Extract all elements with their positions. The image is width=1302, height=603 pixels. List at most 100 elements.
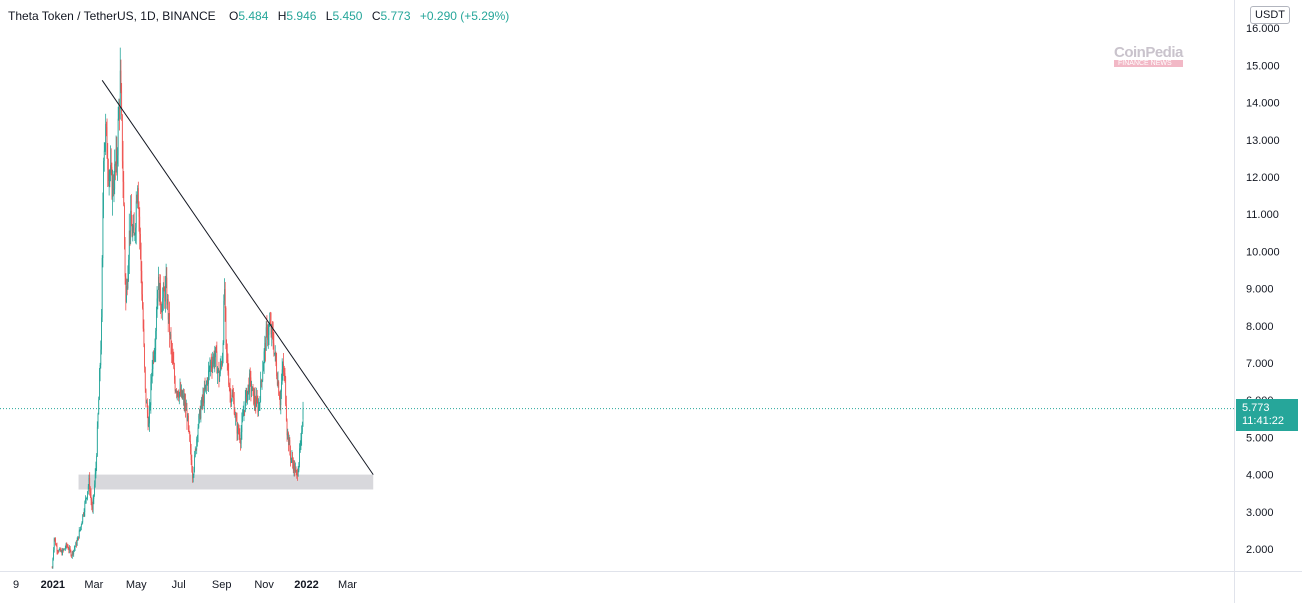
candle <box>108 169 110 196</box>
y-tick-label: 11.000 <box>1246 209 1279 221</box>
candle <box>99 368 100 401</box>
y-tick-label: 7.000 <box>1246 358 1274 370</box>
candle <box>135 223 136 244</box>
symbol-title[interactable]: Theta Token / TetherUS, 1D, BINANCE <box>8 9 216 23</box>
candle <box>91 497 93 511</box>
candle <box>61 547 63 556</box>
candle <box>115 135 117 173</box>
candle <box>226 343 228 371</box>
candle <box>116 136 118 176</box>
candle <box>105 121 107 137</box>
candle <box>157 289 159 310</box>
candle <box>220 355 222 371</box>
candle <box>64 545 66 551</box>
candle <box>74 546 76 551</box>
candle <box>205 384 207 393</box>
candle <box>301 421 303 434</box>
candle <box>197 423 199 443</box>
candle <box>163 276 165 292</box>
candle <box>265 321 267 351</box>
candle <box>164 286 166 309</box>
candle <box>214 345 216 373</box>
candle <box>155 306 157 340</box>
candle <box>283 365 285 382</box>
candle <box>233 387 234 405</box>
candle <box>131 214 133 238</box>
candle <box>147 405 149 431</box>
candle <box>292 451 294 469</box>
currency-unit-button[interactable]: USDT <box>1250 6 1290 24</box>
open-label: O <box>229 9 239 23</box>
candle <box>111 162 113 200</box>
watermark-tagline: FINANCE NEWS <box>1114 60 1183 67</box>
candle <box>144 366 146 393</box>
candle <box>55 543 57 547</box>
candle <box>212 351 214 374</box>
candle <box>282 361 284 381</box>
candle <box>85 497 87 504</box>
candle <box>263 348 265 374</box>
candle <box>83 512 84 517</box>
candle <box>251 380 253 398</box>
candle <box>125 273 127 311</box>
candle-countdown: 11:41:22 <box>1242 415 1285 427</box>
candle <box>130 195 132 245</box>
candle <box>276 352 278 380</box>
candle <box>189 430 191 443</box>
candle <box>255 395 257 414</box>
candle <box>114 149 116 195</box>
candle <box>235 412 237 422</box>
candle <box>150 374 152 414</box>
candle <box>90 488 92 506</box>
candle <box>277 371 279 388</box>
candle <box>167 294 169 333</box>
candle <box>145 388 147 408</box>
candle <box>89 486 91 498</box>
candle <box>143 319 145 348</box>
candle <box>174 362 175 384</box>
candle <box>85 495 86 504</box>
candle <box>165 275 166 313</box>
candle <box>102 192 104 268</box>
candle <box>232 385 234 398</box>
candle <box>117 147 118 181</box>
candle <box>288 431 289 452</box>
candle <box>169 301 170 348</box>
candle <box>256 387 257 408</box>
candle <box>171 340 173 364</box>
candle <box>206 377 208 386</box>
candle <box>56 542 58 555</box>
candle <box>72 550 74 556</box>
candle <box>122 140 124 198</box>
candle <box>83 508 85 518</box>
candle <box>287 428 289 440</box>
candle <box>176 390 178 401</box>
candle <box>225 306 227 350</box>
candle <box>198 413 200 429</box>
candle <box>258 398 259 417</box>
candle <box>293 459 295 477</box>
candle <box>121 82 123 121</box>
candle <box>153 350 155 365</box>
candle <box>211 356 213 379</box>
candle <box>248 377 250 395</box>
candle <box>239 428 241 444</box>
candle <box>284 367 286 383</box>
x-tick-label: Mar <box>338 579 357 591</box>
candle <box>285 375 287 407</box>
candle <box>113 170 115 203</box>
candle <box>108 158 109 187</box>
candle <box>69 546 71 553</box>
candle <box>94 480 95 497</box>
candle <box>110 145 111 182</box>
support-zone <box>78 474 374 490</box>
candle <box>269 311 271 325</box>
candle <box>94 468 96 488</box>
candle <box>57 550 59 554</box>
candle <box>137 185 139 209</box>
candle <box>96 453 98 472</box>
candle <box>212 353 214 367</box>
candle <box>55 537 57 546</box>
candle <box>139 207 141 250</box>
